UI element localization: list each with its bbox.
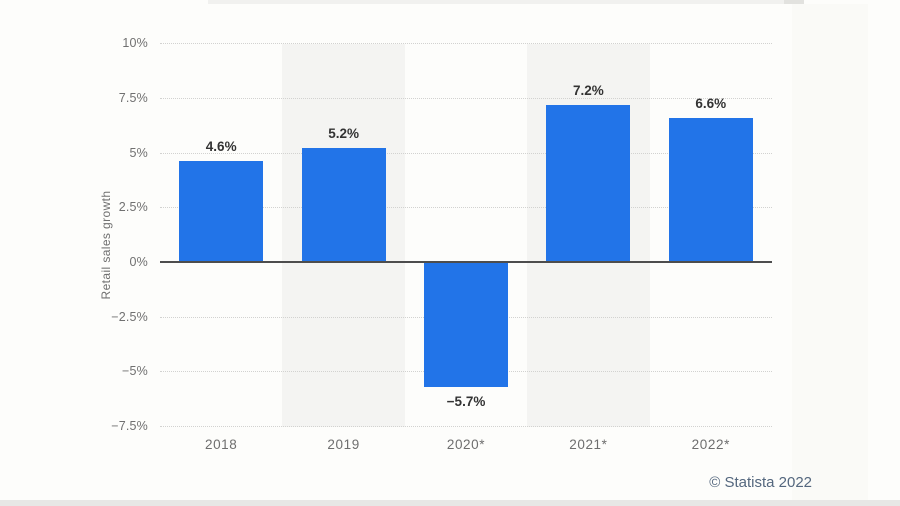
top-edge-strip-tail	[784, 0, 804, 4]
y-tick-label: −7.5%	[111, 419, 148, 433]
y-tick-label: 10%	[122, 36, 148, 50]
bar[interactable]	[179, 161, 264, 263]
gridline	[160, 153, 772, 154]
zero-axis-line	[160, 261, 772, 263]
y-tick-label: 0%	[129, 255, 148, 269]
bar-value-label: 6.6%	[695, 95, 727, 111]
x-axis-label: 2019	[327, 437, 360, 452]
top-edge-strip	[208, 0, 784, 4]
statista-copyright-link[interactable]: © Statista 2022	[709, 474, 812, 491]
y-tick-label: 2.5%	[118, 200, 148, 214]
bar-value-label: 5.2%	[328, 126, 359, 142]
y-tick-label: −5%	[122, 364, 148, 378]
right-edge-band	[792, 4, 868, 500]
bar-value-label: 7.2%	[573, 82, 604, 98]
y-axis-title: Retail sales growth	[99, 190, 113, 300]
gridline	[160, 426, 772, 427]
gridline	[160, 98, 772, 99]
bar[interactable]	[668, 117, 753, 263]
x-axis-label: 2018	[204, 437, 238, 452]
y-tick-label: 5%	[129, 146, 148, 160]
x-axis-label: 2020*	[446, 437, 486, 452]
bar-value-label: −5.7%	[446, 393, 486, 409]
bottom-edge-strip	[0, 500, 900, 506]
bar[interactable]	[546, 104, 631, 263]
bar-value-label: 4.6%	[205, 139, 237, 155]
x-axis-label: 2022*	[691, 437, 730, 452]
bar[interactable]	[301, 148, 386, 263]
y-tick-label: −2.5%	[111, 310, 148, 324]
y-tick-label: 7.5%	[118, 91, 148, 105]
bar[interactable]	[424, 263, 508, 387]
gridline	[160, 43, 772, 44]
gridline	[160, 207, 772, 208]
x-axis-label: 2021*	[569, 437, 608, 452]
